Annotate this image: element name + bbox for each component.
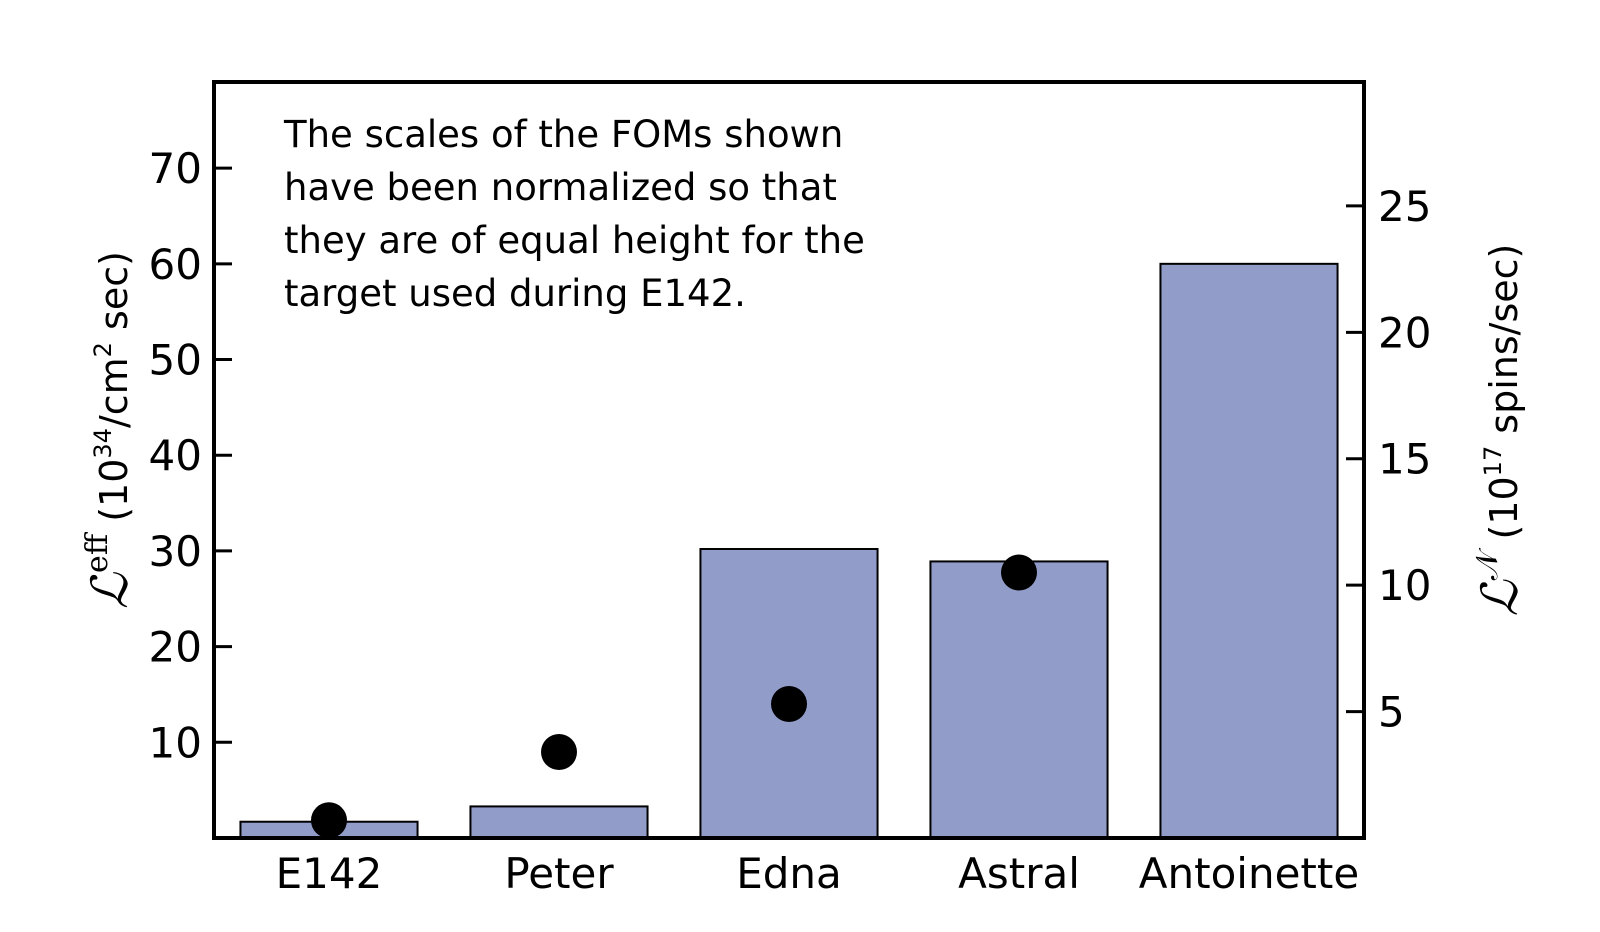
left-tick-label: 70 — [149, 144, 202, 193]
x-axis: E142 Peter Edna Astral Antoinette — [276, 849, 1360, 898]
left-axis: 10 20 30 40 50 60 70 — [149, 144, 232, 767]
bar-antoinette — [1159, 262, 1339, 839]
right-tick-label: 15 — [1378, 435, 1431, 484]
left-tick-label: 20 — [149, 623, 202, 672]
annotation-text: The scales of the FOMs shown have been n… — [284, 113, 865, 315]
bars-group — [239, 262, 1339, 840]
left-tick-label: 60 — [149, 240, 202, 289]
right-axis-label: ℒ𝒩 (1017 spins/sec) — [1470, 243, 1529, 617]
right-tick-label: 20 — [1378, 308, 1431, 357]
left-tick-label: 50 — [149, 336, 202, 385]
bar-peter — [469, 805, 649, 839]
point-astral — [1001, 554, 1037, 591]
left-tick-label: 30 — [149, 527, 202, 576]
left-axis-label: ℒeff (1034/cm2 sec) — [80, 251, 139, 609]
point-edna — [771, 685, 807, 722]
x-tick-label: Antoinette — [1139, 849, 1359, 898]
right-tick-label: 5 — [1378, 688, 1405, 737]
x-tick-label: Astral — [958, 849, 1080, 898]
x-tick-label: Peter — [504, 849, 614, 898]
point-peter — [541, 734, 577, 771]
left-tick-label: 10 — [149, 718, 202, 767]
point-e142 — [311, 802, 347, 839]
right-axis: 5 10 15 20 25 — [1346, 182, 1431, 737]
right-tick-label: 10 — [1378, 561, 1431, 610]
right-tick-label: 25 — [1378, 182, 1431, 231]
x-tick-label: Edna — [736, 849, 842, 898]
x-tick-label: E142 — [276, 849, 383, 898]
bar-astral — [929, 560, 1109, 839]
left-tick-label: 40 — [149, 431, 202, 480]
points-group — [311, 554, 1037, 839]
